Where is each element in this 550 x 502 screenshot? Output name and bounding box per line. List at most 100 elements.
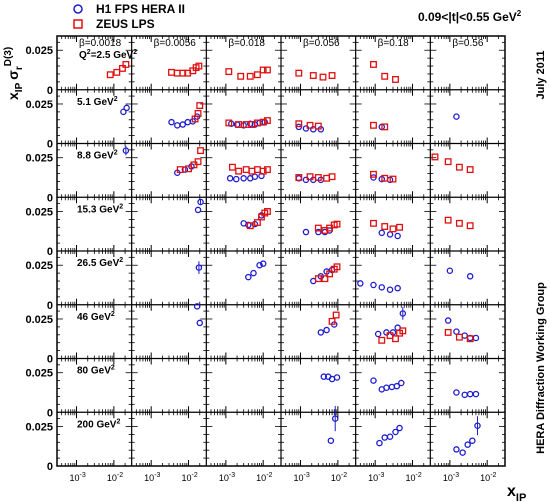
zeus-data-point <box>295 120 303 128</box>
zeus-data-point <box>225 119 233 127</box>
h1-data-point <box>120 108 127 116</box>
h1-data-point <box>461 332 468 339</box>
y-tick-label: 0.025 <box>25 421 53 433</box>
t-range-unit-sup: 2 <box>517 9 522 18</box>
x-tick-label: 10-2 <box>406 472 422 483</box>
zeus-data-point <box>246 222 254 230</box>
h1-data-point <box>394 284 401 292</box>
y-tick-label: 0.025 <box>25 368 53 380</box>
zeus-data-point <box>389 225 397 233</box>
x-tick-label-exp: -3 <box>453 472 459 479</box>
h1-data-point <box>195 264 203 271</box>
zeus-data-point <box>197 147 205 155</box>
h1-data-point <box>444 317 452 324</box>
h1-data-point <box>386 231 394 238</box>
zeus-data-point <box>381 223 389 230</box>
q2-label: 26.5 GeV2 <box>77 257 123 269</box>
zeus-data-point <box>455 163 463 171</box>
h1-data-point <box>331 415 339 422</box>
x-tick-label: 10-3 <box>294 472 310 483</box>
x-axis-label-x: x <box>507 483 516 500</box>
zeus-data-point <box>263 208 271 215</box>
y-axis-label-text: xIP σrD(3) <box>3 47 25 100</box>
zeus-data-point <box>194 110 202 117</box>
q2-label-value: 80 GeV <box>77 366 111 377</box>
zeus-data-point <box>332 311 340 319</box>
q2-label-unit-sup: 2 <box>114 150 118 157</box>
x-tick-label-exp: -3 <box>378 472 384 479</box>
h1-data-point <box>396 424 403 432</box>
legend-zeus-marker <box>73 19 83 29</box>
h1-data-point <box>181 166 189 173</box>
h1-data-point <box>317 329 325 336</box>
h1-data-point <box>472 390 480 398</box>
h1-data-point <box>233 175 240 183</box>
legend: H1 FPS HERA II ZEUS LPS <box>73 2 185 31</box>
x-tick-label-base: 10 <box>368 473 378 483</box>
h1-data-point <box>333 374 341 381</box>
y-tick-label: 0.025 <box>25 45 53 57</box>
q2-label-value: 5.1 GeV <box>77 97 114 108</box>
h1-data-point <box>122 147 130 154</box>
zeus-data-point <box>370 121 377 129</box>
h1-data-point <box>466 273 474 280</box>
h1-data-point <box>184 118 191 126</box>
zeus-data-point <box>326 270 334 278</box>
zeus-data-point <box>295 174 303 181</box>
zeus-data-point <box>259 167 267 175</box>
h1-data-point <box>461 391 468 399</box>
h1-data-point <box>123 104 130 112</box>
x-tick-label-exp: -3 <box>154 472 160 479</box>
zeus-data-point <box>381 174 389 182</box>
h1-data-point <box>453 446 460 453</box>
y-tick-label: 0.025 <box>25 99 53 111</box>
zeus-data-point <box>328 72 336 79</box>
zeus-data-point <box>466 335 474 343</box>
beta-label: β=0.0018 <box>79 38 122 49</box>
h1-data-point <box>453 328 460 335</box>
y-tick-label: 0.025 <box>25 153 53 165</box>
zeus-data-point <box>370 61 377 68</box>
h1-data-point <box>386 286 394 293</box>
x-tick-label-base: 10 <box>70 473 80 483</box>
zeus-data-point <box>378 336 386 344</box>
zeus-data-point <box>235 167 243 175</box>
zeus-data-point <box>309 72 317 79</box>
q2-label-unit-sup: 2 <box>116 418 120 425</box>
y-axis-label-sigma: σ <box>5 70 21 80</box>
panel-grid: 0.025 0 0.025 0 0.025 0 0.025 0 0.025 0 0.025 0 0.02… <box>25 35 506 483</box>
x-tick-label-exp: -2 <box>117 472 123 479</box>
q2-label: Q2=2.5 GeV2 <box>79 49 137 61</box>
zeus-data-point <box>263 166 271 174</box>
h1-data-point <box>357 280 364 287</box>
zeus-data-point <box>235 121 243 128</box>
h1-data-point <box>453 113 460 120</box>
h1-data-point <box>320 373 328 380</box>
t-range-label: 0.09<|t|<0.55 GeV2 <box>418 9 522 24</box>
h1-data-point <box>302 228 310 236</box>
beta-label: β=0.18 <box>378 38 409 49</box>
q2-label-value: 200 GeV <box>77 419 117 430</box>
h1-data-point <box>193 303 201 310</box>
zeus-data-point <box>314 122 322 130</box>
zeus-data-point <box>242 166 250 174</box>
h1-data-point <box>327 437 335 444</box>
legend-h1-label: H1 FPS HERA II <box>96 2 185 16</box>
zeus-data-point <box>194 158 202 166</box>
x-tick-label-base: 10 <box>480 473 490 483</box>
zeus-data-point <box>176 166 184 174</box>
q2-label-unit-sup: 2 <box>119 257 123 264</box>
x-tick-label-base: 10 <box>256 473 266 483</box>
q2-label-unit-sup: 2 <box>114 96 118 103</box>
y-axis-label-r-sub: r <box>14 66 25 70</box>
x-tick-label-base: 10 <box>107 473 117 483</box>
y-tick-label: 0.025 <box>25 206 53 218</box>
zeus-data-point <box>455 219 463 227</box>
zeus-data-point <box>306 173 314 181</box>
x-tick-label-exp: -2 <box>266 472 272 479</box>
h1-data-point <box>370 281 377 289</box>
h1-data-point <box>250 269 257 277</box>
zeus-data-point <box>455 333 463 341</box>
right-label-date-group: July 2011 <box>535 51 547 100</box>
